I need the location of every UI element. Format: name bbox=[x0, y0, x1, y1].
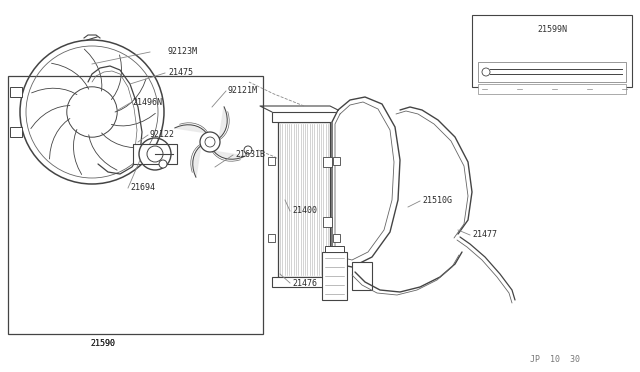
Bar bbox=[272, 277, 336, 287]
Bar bbox=[268, 234, 275, 242]
Text: JP  10  30: JP 10 30 bbox=[530, 356, 580, 365]
Polygon shape bbox=[193, 146, 201, 177]
Text: 21475: 21475 bbox=[168, 67, 193, 77]
Bar bbox=[8, 76, 263, 334]
Text: 21476: 21476 bbox=[292, 279, 317, 289]
Circle shape bbox=[200, 132, 220, 152]
Bar bbox=[10, 87, 22, 97]
Circle shape bbox=[205, 137, 215, 147]
Text: 21496N: 21496N bbox=[132, 97, 162, 106]
Bar bbox=[333, 234, 340, 242]
Bar bbox=[333, 157, 340, 165]
Text: 21599N: 21599N bbox=[537, 25, 567, 34]
Circle shape bbox=[482, 68, 490, 76]
Polygon shape bbox=[175, 125, 206, 133]
Bar bbox=[323, 217, 332, 227]
Text: 92121M: 92121M bbox=[228, 86, 258, 94]
Text: 21510G: 21510G bbox=[422, 196, 452, 205]
Bar bbox=[268, 157, 275, 165]
Bar bbox=[323, 157, 332, 167]
Circle shape bbox=[147, 146, 163, 162]
Text: 21590: 21590 bbox=[90, 340, 115, 349]
Text: 21477: 21477 bbox=[472, 230, 497, 238]
Text: 21631B: 21631B bbox=[235, 150, 265, 158]
Text: 92123M: 92123M bbox=[168, 46, 198, 55]
Bar bbox=[133, 144, 177, 164]
Text: 92122: 92122 bbox=[150, 129, 175, 138]
Polygon shape bbox=[332, 97, 400, 267]
Circle shape bbox=[244, 146, 252, 154]
Bar bbox=[325, 246, 344, 252]
Bar bbox=[322, 252, 347, 300]
Bar bbox=[278, 122, 330, 277]
Bar bbox=[352, 262, 372, 290]
Text: 21400: 21400 bbox=[292, 205, 317, 215]
Bar bbox=[478, 62, 626, 82]
Polygon shape bbox=[220, 107, 227, 138]
Circle shape bbox=[159, 160, 167, 168]
Bar bbox=[10, 127, 22, 137]
Bar bbox=[272, 112, 336, 122]
Polygon shape bbox=[214, 151, 245, 159]
Text: 21694: 21694 bbox=[130, 183, 155, 192]
Bar bbox=[478, 84, 626, 94]
Bar bbox=[472, 15, 632, 87]
Text: 21590: 21590 bbox=[90, 340, 115, 349]
